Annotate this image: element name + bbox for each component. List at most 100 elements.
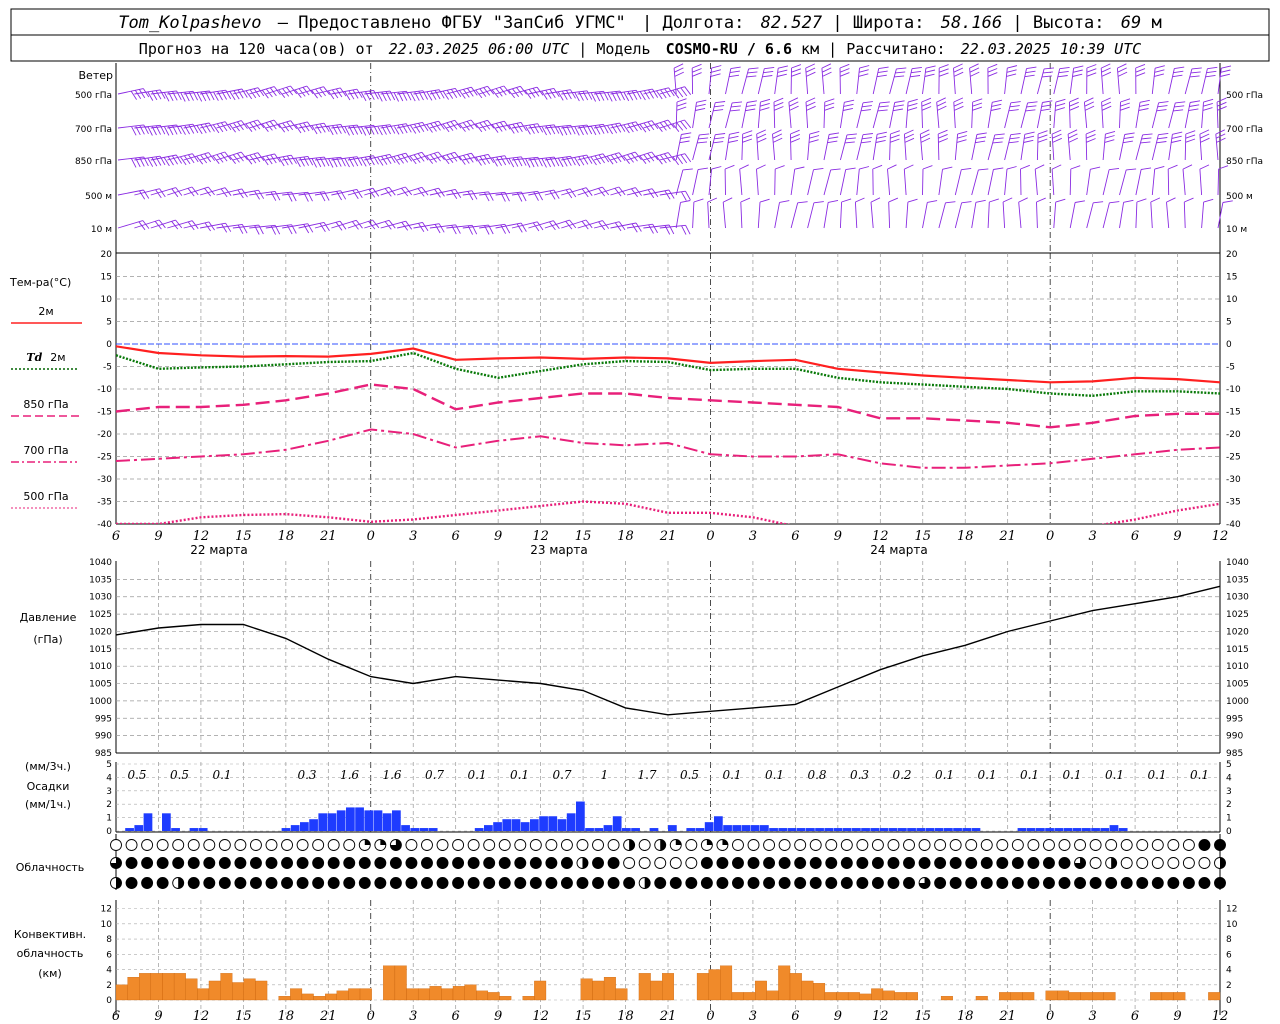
lon-label: Долгота: — [663, 13, 745, 33]
cloud-half — [629, 839, 635, 851]
temp-tick-left: -30 — [97, 475, 112, 485]
precip-bar — [971, 828, 981, 831]
wind-barb — [839, 133, 857, 161]
alt-label: Высота: — [1033, 13, 1105, 33]
precip-tick-right: 1 — [1226, 814, 1232, 824]
cloud-half — [116, 877, 122, 889]
wind-barb — [807, 130, 820, 161]
press-tick-left: 1010 — [89, 662, 112, 672]
wind-barb — [183, 122, 215, 135]
cloud-symbol — [125, 877, 138, 889]
cloud-symbol — [389, 857, 402, 869]
cloud-symbol — [1058, 857, 1071, 869]
cloud-symbol — [1089, 877, 1102, 889]
time-label-bottom: 9 — [834, 1009, 842, 1024]
wind-barb — [1036, 197, 1046, 229]
cloud-symbol — [576, 839, 589, 851]
precip-bar — [861, 828, 870, 831]
wind-barb — [807, 201, 824, 229]
precip-bar — [355, 807, 364, 831]
wind-barb — [856, 65, 870, 95]
cloud-symbol — [607, 857, 620, 869]
pressure-series — [115, 585, 1221, 716]
wind-barb — [954, 201, 972, 229]
wind-barb — [1102, 201, 1120, 229]
precip-tick-left: 2 — [106, 800, 112, 810]
temp-tick-left: -25 — [97, 453, 112, 463]
cloud-symbol — [249, 857, 262, 869]
cloud-symbol — [296, 839, 309, 851]
wind-barb — [1069, 65, 1084, 95]
cloud-symbol — [498, 877, 511, 889]
wind-barb — [1119, 199, 1134, 229]
wind-barb — [1086, 201, 1104, 229]
cloud-symbol — [529, 839, 542, 851]
convective-bar — [743, 992, 756, 1001]
convective-bar — [278, 996, 291, 1001]
temp-series-0 — [116, 345, 1220, 384]
convective-bar — [325, 993, 337, 1001]
time-label-mid: 6 — [112, 529, 120, 544]
temp-tick-left: 10 — [101, 295, 113, 305]
precip-bar — [594, 828, 604, 831]
wind-barb — [1116, 63, 1128, 95]
wind-barb — [675, 98, 687, 129]
wind-barb — [954, 130, 968, 161]
cloud-symbol — [871, 839, 884, 851]
press-tick-left: 1035 — [89, 575, 112, 585]
precip-bar — [474, 828, 484, 831]
convective-bar — [301, 993, 314, 1001]
wind-barb — [479, 155, 511, 167]
cloud-symbol — [732, 877, 744, 889]
cloud-symbol — [732, 839, 744, 851]
wind-barb — [971, 132, 987, 161]
wind-barb — [1135, 99, 1150, 129]
wind-barb — [134, 155, 166, 167]
cloud-quarter — [364, 839, 371, 845]
cloud-symbol — [809, 877, 822, 889]
wind-barb — [528, 156, 560, 168]
wind-barb — [511, 156, 543, 168]
wind-barb — [446, 190, 478, 201]
precip-bar — [668, 825, 677, 831]
press-tick-right: 985 — [1226, 749, 1243, 759]
wind-barb — [528, 189, 560, 200]
cloud-symbol — [980, 839, 993, 851]
wind-barb — [1020, 131, 1035, 161]
precip-bar — [888, 828, 898, 831]
cloud-symbol — [794, 857, 807, 869]
wind-barb — [298, 156, 330, 168]
wind-barb — [1217, 65, 1232, 95]
press-tick-right: 1015 — [1226, 645, 1249, 655]
precip-bar — [392, 810, 401, 831]
convective-bar — [1092, 992, 1104, 1001]
precip-total: 0.1 — [1147, 768, 1166, 782]
wind-barb — [823, 132, 840, 161]
convective-bar — [313, 996, 326, 1001]
cloud-symbol — [421, 877, 433, 889]
cloud-symbol — [638, 839, 651, 851]
wind-barb — [528, 87, 560, 100]
cloud-symbol — [327, 857, 340, 869]
precip-bar — [1017, 828, 1027, 831]
wind-barb — [1217, 165, 1229, 196]
temp-tick-left: -40 — [97, 520, 112, 530]
cloud-symbol — [1167, 877, 1180, 889]
cloud-symbol — [452, 857, 465, 869]
cloud-symbol — [172, 839, 185, 851]
conv-tick-right: 2 — [1226, 981, 1232, 991]
cloud-symbol — [436, 857, 449, 869]
precip-bar — [1036, 828, 1045, 831]
wind-barb — [610, 121, 642, 134]
wind-barb — [938, 64, 949, 95]
precip-bar — [1072, 828, 1082, 831]
cloud-symbol — [685, 877, 698, 889]
temp-tick-right: 10 — [1226, 295, 1238, 305]
wind-barb — [462, 191, 494, 202]
convective-bar — [1057, 990, 1070, 1001]
cloud-symbol — [669, 857, 682, 869]
cloud-symbol — [1182, 857, 1195, 869]
press-tick-left: 1005 — [89, 680, 112, 690]
temp-tick-right: 15 — [1226, 273, 1237, 283]
cloud-symbol — [296, 857, 309, 869]
